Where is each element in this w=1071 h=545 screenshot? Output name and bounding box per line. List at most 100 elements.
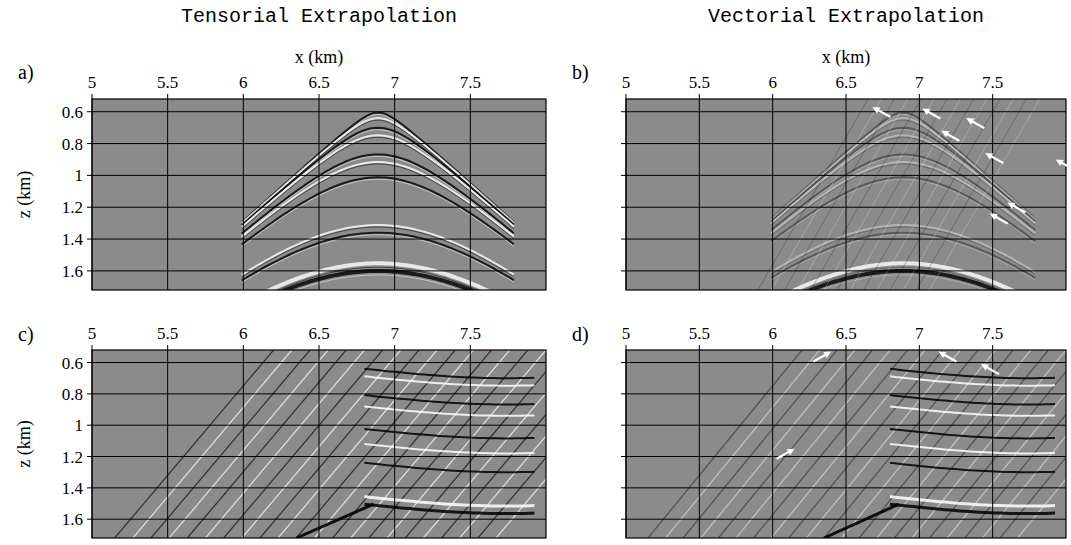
arrow-shaft xyxy=(927,111,941,119)
grid-line xyxy=(919,350,920,538)
reflection-event xyxy=(364,444,534,453)
arrow xyxy=(813,352,831,362)
tick-label: 5.5 xyxy=(157,73,178,92)
tick-label: 1.2 xyxy=(62,198,83,217)
reflection-event xyxy=(242,156,514,235)
arrow-shaft xyxy=(813,354,827,362)
grid-line xyxy=(846,99,847,290)
seismic-image xyxy=(626,350,1066,538)
grid-line xyxy=(470,99,471,290)
grid-line xyxy=(626,270,1066,271)
arrow-head xyxy=(872,107,880,114)
frame xyxy=(626,350,1066,538)
reflection-event xyxy=(771,275,1035,290)
tick-label: 1 xyxy=(75,416,84,435)
reflection-event xyxy=(771,154,1035,230)
reflection-event xyxy=(315,350,474,538)
grid-line xyxy=(92,111,546,112)
tick-label: 6.5 xyxy=(835,324,856,343)
reflection-event xyxy=(718,350,872,538)
tick-label: 6 xyxy=(768,73,777,92)
arrow xyxy=(941,131,959,141)
grid-line xyxy=(319,99,320,290)
arrow xyxy=(985,153,1003,163)
grid-line xyxy=(92,393,546,394)
tick-label: 0.8 xyxy=(62,385,83,404)
tick xyxy=(92,345,93,350)
tick-label: 7.5 xyxy=(460,324,481,343)
reflection-event xyxy=(837,99,947,290)
seismic-image xyxy=(92,99,546,290)
reflection-event xyxy=(683,350,837,538)
tick-label: 0.6 xyxy=(62,103,83,122)
arrow-head xyxy=(1056,159,1064,166)
reflection-event xyxy=(798,99,908,290)
reflection-event xyxy=(890,406,1055,415)
grid-line xyxy=(626,519,1066,520)
tick-label: 5 xyxy=(88,73,97,92)
panel-letter: b) xyxy=(572,61,589,84)
reflection-event xyxy=(877,99,987,290)
reflection-event xyxy=(864,99,974,290)
reflection-event xyxy=(242,154,514,233)
tick xyxy=(626,345,627,350)
tick xyxy=(394,345,395,350)
arrow-shaft xyxy=(943,354,957,362)
tick xyxy=(167,345,168,350)
grid-line xyxy=(626,362,1066,363)
arrow xyxy=(922,109,940,119)
figure: 55.566.577.50.60.811.21.41.6x (km)z (km)… xyxy=(0,0,1071,545)
reflection-event xyxy=(771,99,881,290)
tick xyxy=(772,345,773,350)
tick xyxy=(919,94,920,99)
axis-title: x (km) xyxy=(295,47,344,68)
tick xyxy=(621,175,626,176)
reflection-event xyxy=(169,350,328,538)
arrow-shaft xyxy=(994,216,1008,224)
tick xyxy=(699,345,700,350)
tick-label: 5.5 xyxy=(689,73,710,92)
tick xyxy=(621,143,626,144)
frame xyxy=(92,99,546,290)
tick xyxy=(167,94,168,99)
reflection-event xyxy=(242,271,514,290)
column-title: Vectorial Extrapolation xyxy=(708,5,984,28)
reflection-event xyxy=(784,99,894,290)
tick xyxy=(243,345,244,350)
image-ground xyxy=(92,99,546,290)
reflection-event xyxy=(930,99,1040,290)
tick xyxy=(87,487,92,488)
tick-label: 7.5 xyxy=(982,324,1003,343)
tick xyxy=(846,94,847,99)
image-ground xyxy=(92,350,546,538)
reflection-event xyxy=(890,395,1055,404)
grid-line xyxy=(92,143,546,144)
grid-line xyxy=(92,270,546,271)
tick-label: 1.4 xyxy=(62,230,84,249)
panel: 55.566.577.5d) xyxy=(572,323,1071,538)
tick-label: 7.5 xyxy=(460,73,481,92)
grid-line xyxy=(626,425,1066,426)
reflection-event xyxy=(754,350,908,538)
arrow xyxy=(981,364,999,374)
arrow-shaft xyxy=(985,367,999,375)
tick-label: 5 xyxy=(622,73,631,92)
arrow xyxy=(1056,159,1071,169)
tick xyxy=(621,111,626,112)
tick-label: 6.5 xyxy=(835,73,856,92)
arrow xyxy=(872,107,890,117)
grid-line xyxy=(92,456,546,457)
tick-label: 0.6 xyxy=(62,354,83,373)
tick xyxy=(621,456,626,457)
reflection-event xyxy=(242,233,514,281)
reflection-event xyxy=(242,275,514,290)
tick xyxy=(87,393,92,394)
arrow-head xyxy=(823,352,831,359)
arrow-head xyxy=(941,131,949,138)
grid-line xyxy=(626,456,1066,457)
panel-letter: c) xyxy=(18,323,34,346)
tick-label: 7 xyxy=(915,73,924,92)
reflection-event xyxy=(916,99,1026,290)
arrow xyxy=(777,449,795,459)
reflection-event xyxy=(890,497,1055,506)
